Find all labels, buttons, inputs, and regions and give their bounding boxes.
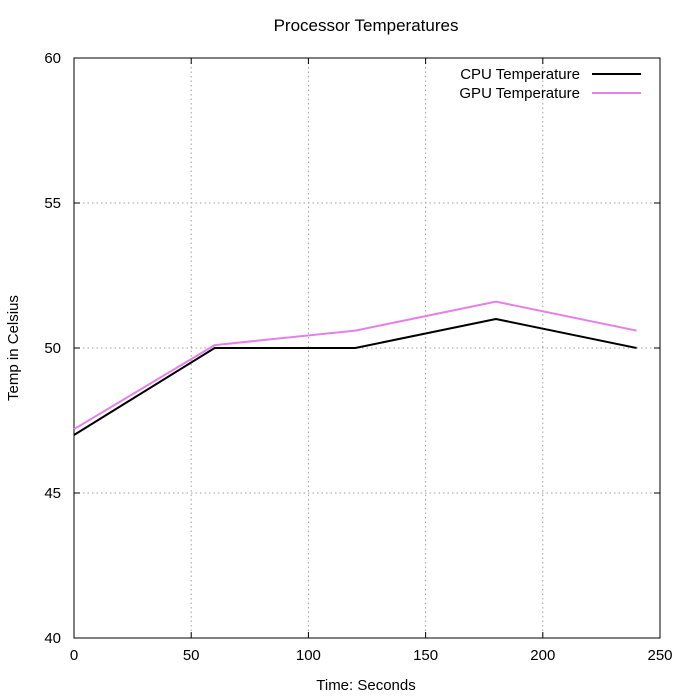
x-tick-label: 200 (530, 647, 555, 664)
series-lines (73, 300, 637, 436)
series-line-gpu (73, 300, 637, 431)
series-line-cpu (73, 318, 637, 436)
grid-lines (74, 58, 660, 638)
chart-title: Processor Temperatures (274, 16, 459, 35)
y-tick-label: 50 (44, 340, 61, 357)
x-tick-label: 50 (183, 647, 200, 664)
y-tick-label: 40 (44, 630, 61, 647)
x-tick-label: 150 (413, 647, 438, 664)
y-axis-label: Temp in Celsius (5, 295, 22, 401)
axis-ticks: 0 50 100 150 200 250 40 45 50 55 60 (44, 50, 672, 664)
legend-label: CPU Temperature (460, 66, 580, 83)
x-tick-label: 100 (296, 647, 321, 664)
plot-frame (73, 57, 661, 639)
x-tick-label: 250 (647, 647, 672, 664)
y-tick-label: 55 (44, 195, 61, 212)
legend-label: GPU Temperature (459, 85, 580, 102)
legend: CPU Temperature GPU Temperature (459, 66, 641, 102)
x-tick-label: 0 (70, 647, 78, 664)
y-tick-label: 60 (44, 50, 61, 67)
x-axis-label: Time: Seconds (316, 677, 416, 694)
y-tick-label: 45 (44, 485, 61, 502)
